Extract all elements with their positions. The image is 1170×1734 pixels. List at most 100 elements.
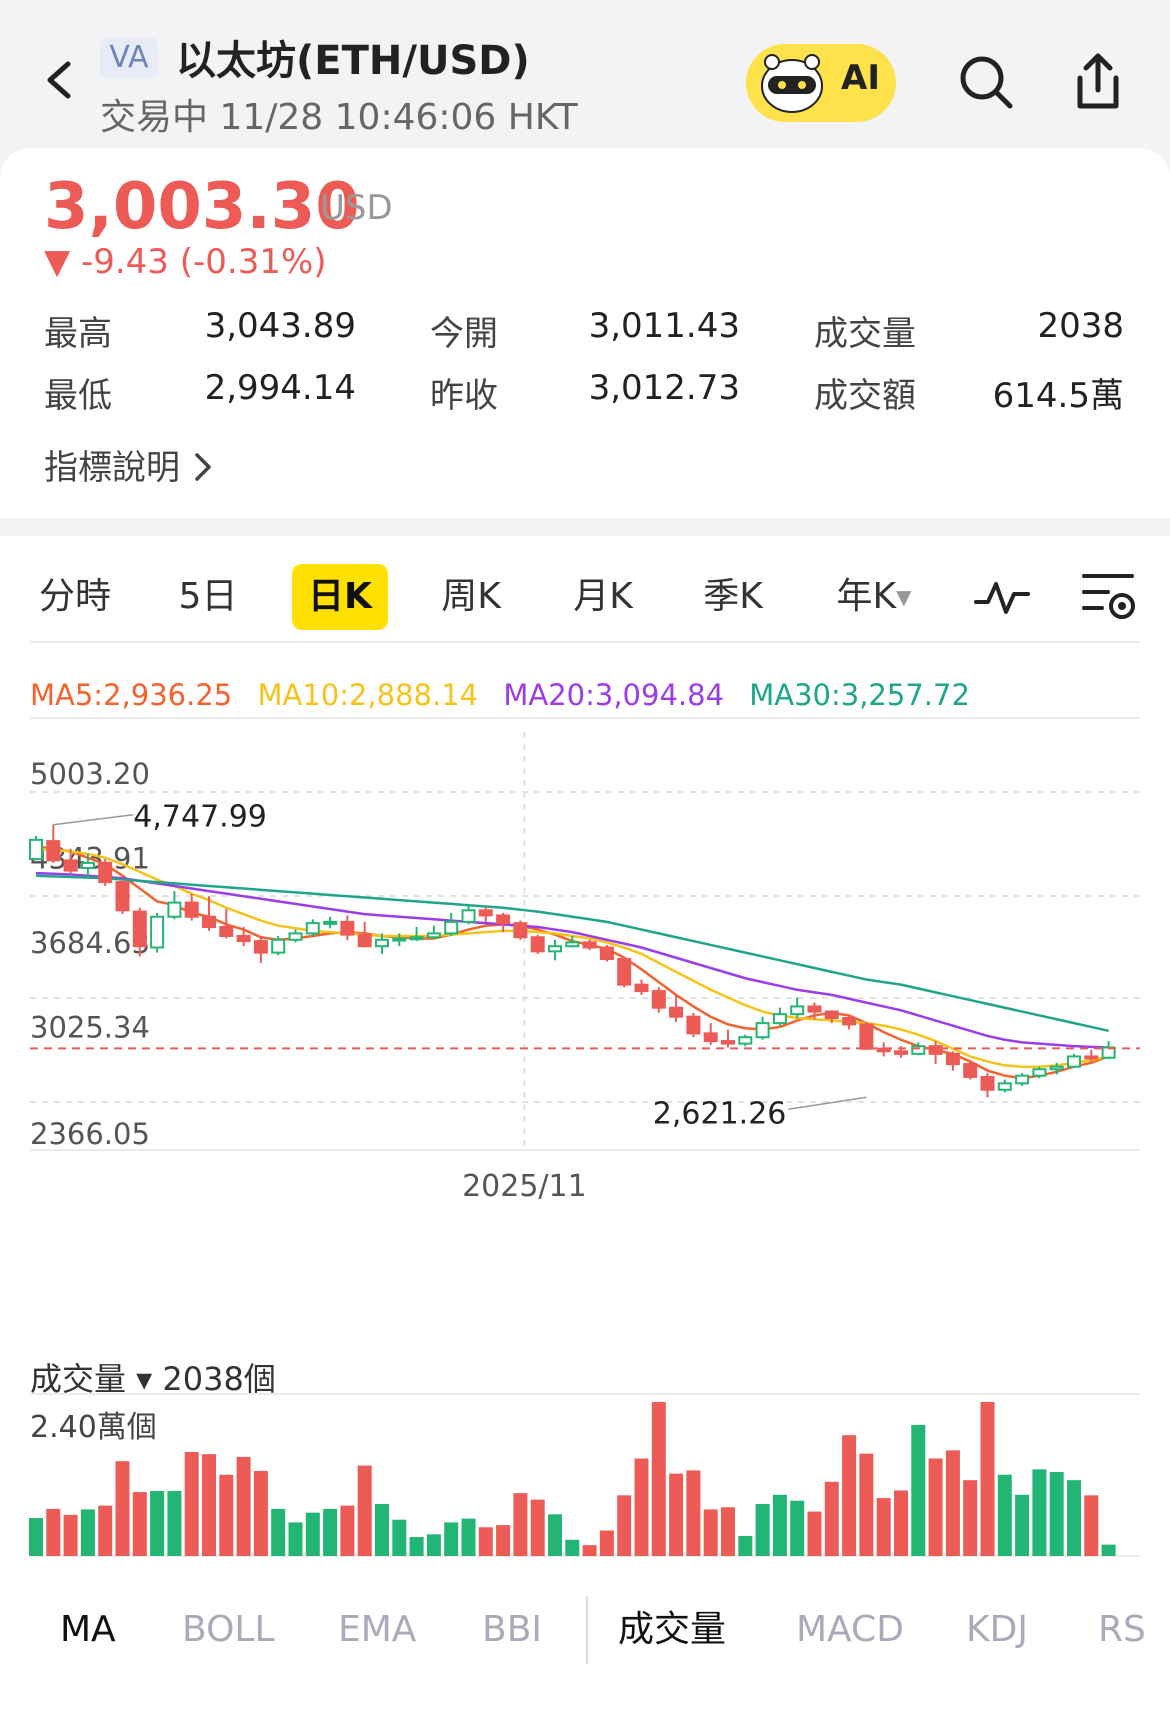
- volume-bar: [894, 1490, 908, 1556]
- candle-body: [911, 1045, 926, 1055]
- tab-yearly-k[interactable]: 年K▼: [824, 564, 924, 630]
- candle-body: [772, 1013, 787, 1025]
- tab-ma[interactable]: MA: [60, 1609, 116, 1650]
- candle-body: [115, 881, 130, 912]
- candle-body: [150, 915, 165, 949]
- candle-body: [29, 838, 43, 861]
- tab-macd[interactable]: MACD: [796, 1609, 904, 1650]
- candle-body: [340, 920, 355, 936]
- ma20-line: [35, 871, 1109, 1049]
- volume-bar: [461, 1518, 476, 1556]
- tab-5day[interactable]: 5日: [178, 576, 238, 617]
- ma10-line: [35, 847, 1109, 1068]
- indicator-description-link[interactable]: 指標說明: [44, 440, 215, 489]
- volume-bar: [271, 1508, 286, 1556]
- candle-body: [738, 1036, 753, 1045]
- stat-value-prev-close: 3,012.73: [588, 368, 740, 408]
- volume-bar: [392, 1519, 407, 1556]
- stat-label-high: 最高: [44, 314, 112, 354]
- candle-body: [1084, 1055, 1099, 1060]
- tab-monthly-k[interactable]: 月K: [573, 576, 633, 617]
- candle-body: [651, 990, 666, 1009]
- candle-body: [721, 1040, 735, 1045]
- tab-daily-k[interactable]: 日K: [292, 564, 388, 630]
- volume-bar: [634, 1458, 649, 1556]
- candle-body: [288, 932, 303, 941]
- tab-boll[interactable]: BOLL: [182, 1609, 275, 1650]
- volume-bar: [305, 1512, 320, 1556]
- volume-bar: [1032, 1469, 1047, 1556]
- tab-intraday[interactable]: 分時: [38, 576, 111, 617]
- line-chart-icon: [974, 582, 1030, 614]
- stat-label-volume: 成交量: [814, 314, 916, 354]
- candle-body: [1032, 1068, 1047, 1077]
- volume-bar: [651, 1402, 666, 1556]
- candle-body: [496, 914, 511, 925]
- volume-bar: [340, 1505, 355, 1556]
- ai-assistant-button[interactable]: AI: [746, 44, 896, 122]
- y-tick-label: 5003.20: [30, 757, 150, 791]
- candle-body: [859, 1023, 874, 1050]
- back-button[interactable]: [36, 50, 86, 110]
- ma30-line: [35, 874, 1109, 1033]
- volume-bar: [859, 1453, 874, 1556]
- candle-body: [305, 922, 320, 935]
- share-button[interactable]: [1070, 50, 1126, 114]
- tab-kdj[interactable]: KDJ: [966, 1609, 1028, 1650]
- top-navigation-bar: VA 以太坊(ETH/USD) 交易中 11/28 10:46:06 HKT A…: [0, 0, 1170, 150]
- tab-quarterly-k[interactable]: 季K: [703, 576, 763, 617]
- y-tick-label: 3025.34: [30, 1010, 150, 1044]
- volume-bar: [167, 1491, 182, 1556]
- volume-bar: [1049, 1472, 1064, 1556]
- volume-bar: [426, 1534, 441, 1556]
- tab-weekly-k[interactable]: 周K: [441, 576, 501, 617]
- volume-bar: [530, 1499, 545, 1556]
- candle-body: [323, 920, 338, 925]
- volume-bar: [496, 1525, 511, 1556]
- volume-bar: [599, 1530, 614, 1556]
- candle-body: [202, 915, 216, 928]
- stat-value-high: 3,043.89: [204, 306, 356, 346]
- low-annotation-label: 2,621.26: [653, 1096, 787, 1131]
- candle-body: [409, 936, 424, 941]
- candle-body: [894, 1050, 908, 1055]
- candle-body: [582, 941, 597, 949]
- candle-body: [392, 937, 407, 942]
- tab-bbi[interactable]: BBI: [482, 1609, 543, 1650]
- tab-ema[interactable]: EMA: [338, 1609, 417, 1650]
- volume-bar: [202, 1454, 216, 1556]
- tab-divider: [586, 1596, 588, 1664]
- candle-body: [461, 909, 476, 923]
- volume-indicator-selector[interactable]: 成交量 ▾ 2038個: [30, 1360, 276, 1398]
- candle-body: [980, 1075, 995, 1091]
- stat-label-low: 最低: [44, 376, 112, 416]
- volume-bar: [478, 1527, 493, 1556]
- candle-body: [80, 861, 95, 870]
- search-icon: [960, 56, 1013, 109]
- volume-bar: [513, 1493, 528, 1556]
- caret-down-icon: ▼: [896, 585, 912, 609]
- volume-bar: [375, 1504, 389, 1556]
- candle-body: [375, 938, 389, 948]
- tab-rsi[interactable]: RS: [1098, 1609, 1146, 1650]
- tab-volume[interactable]: 成交量: [618, 1609, 727, 1650]
- chart-settings-button[interactable]: [1078, 568, 1138, 624]
- volume-axis-max: 2.40萬個: [30, 1410, 157, 1445]
- volume-bar: [824, 1481, 839, 1556]
- volume-bar: [1084, 1495, 1099, 1556]
- volume-bar: [669, 1473, 684, 1556]
- volume-bar: [1015, 1494, 1030, 1556]
- volume-bar: [876, 1498, 891, 1556]
- y-tick-label: 2366.05: [30, 1117, 150, 1151]
- volume-bar: [565, 1539, 580, 1556]
- volume-bar: [997, 1474, 1012, 1556]
- ma5-legend: MA5:2,936.25: [30, 678, 233, 712]
- volume-bar: [288, 1522, 303, 1556]
- chart-style-button[interactable]: [972, 572, 1032, 622]
- page-title: 以太坊(ETH/USD): [176, 38, 530, 84]
- search-button[interactable]: [956, 52, 1016, 112]
- candle-body: [513, 922, 528, 939]
- candle-body: [945, 1052, 960, 1066]
- candle-body: [790, 1005, 805, 1016]
- ma30-legend: MA30:3,257.72: [749, 678, 970, 712]
